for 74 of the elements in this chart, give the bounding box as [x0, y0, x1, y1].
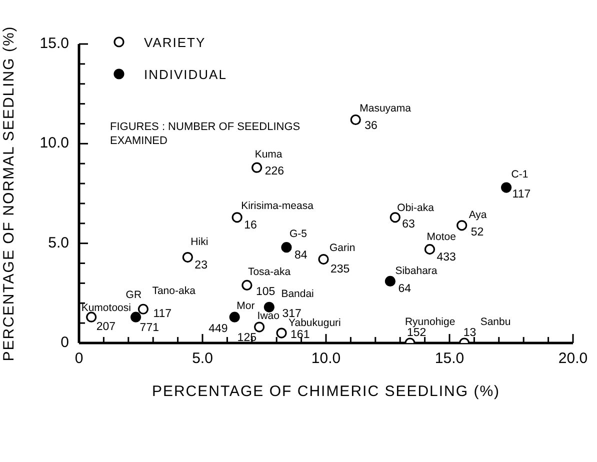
point [501, 182, 512, 193]
annotation: Obi-aka [397, 202, 434, 214]
annotation: Garin [330, 242, 356, 254]
annotation: Aya [468, 209, 487, 222]
annotation: 161 [290, 329, 310, 342]
legend-label: INDIVIDUAL [144, 66, 227, 82]
annotation: FIGURES : NUMBER OF SEEDLINGS EXAMINED [110, 120, 302, 148]
annotation: Kirisima-measa [241, 200, 314, 212]
point [264, 302, 274, 312]
legend-label: VARIETY [144, 34, 206, 50]
point [276, 328, 287, 338]
point [281, 242, 292, 253]
x-axis-title: PERCENTAGE OF CHIMERIC SEEDLING (%) [152, 383, 500, 400]
point [424, 244, 436, 255]
y-tick-label: 15.0 [40, 34, 69, 52]
annotation: Mor [236, 300, 256, 312]
annotation: 125 [237, 332, 256, 344]
x-tick-label: 5.0 [192, 350, 213, 367]
annotation: 84 [294, 249, 308, 262]
point [318, 254, 329, 265]
point [252, 162, 262, 173]
point [254, 322, 265, 332]
point [182, 252, 193, 263]
annotation: 117 [153, 308, 172, 320]
annotation: 16 [244, 219, 257, 232]
y-tick-label: 5.0 [48, 234, 69, 252]
annotation: G-5 [289, 228, 308, 240]
annotation: 771 [140, 322, 159, 334]
annotation: GR [126, 288, 142, 301]
x-tick-label: 10.0 [311, 350, 341, 367]
annotation: C-1 [511, 168, 528, 180]
annotation: 235 [330, 263, 350, 276]
annotation: 105 [256, 286, 276, 298]
x-tick-label: 0 [74, 350, 84, 367]
annotation: Masuyama [360, 102, 412, 115]
annotation: Ryunohige [404, 316, 456, 328]
annotation: 52 [470, 226, 484, 238]
point [384, 276, 396, 287]
y-tick-label: 10.0 [40, 134, 69, 152]
point [390, 212, 400, 223]
annotation: 207 [96, 321, 116, 334]
point [350, 114, 361, 126]
annotation: 226 [264, 166, 284, 178]
annotation: Yabukuguri [288, 316, 341, 329]
y-tick-label: 0 [60, 334, 69, 351]
point [138, 304, 149, 314]
annotation: 63 [402, 218, 415, 230]
y-axis-title: PERCENTAGE OF NORMAL SEEDLING (%) [0, 26, 18, 362]
annotation: Kuma [254, 148, 282, 160]
point [232, 212, 242, 223]
annotation: Sanbu [480, 316, 511, 328]
annotation: Iwao [257, 310, 280, 322]
point [229, 312, 240, 322]
annotation: 152 [406, 327, 426, 340]
annotation: Tano-aka [152, 284, 196, 297]
annotation: 433 [436, 251, 456, 264]
annotation: 13 [463, 327, 476, 340]
point [86, 312, 97, 322]
point [456, 220, 468, 231]
annotation: Bandai [281, 288, 314, 300]
annotation: 64 [398, 283, 412, 296]
x-tick-label: 20.0 [558, 350, 588, 367]
annotation: Kumotoosi [81, 302, 131, 314]
point [130, 312, 142, 322]
annotation: Tosa-aka [248, 266, 291, 278]
annotation: 23 [194, 259, 208, 272]
annotation: Motoe [426, 231, 456, 244]
annotation: Hiki [190, 236, 208, 248]
x-tick-label: 15.0 [434, 350, 464, 367]
annotation: 117 [512, 188, 531, 201]
annotation: 36 [364, 120, 378, 132]
annotation: Sibahara [395, 264, 438, 277]
point [242, 280, 252, 290]
annotation: 449 [208, 323, 228, 336]
